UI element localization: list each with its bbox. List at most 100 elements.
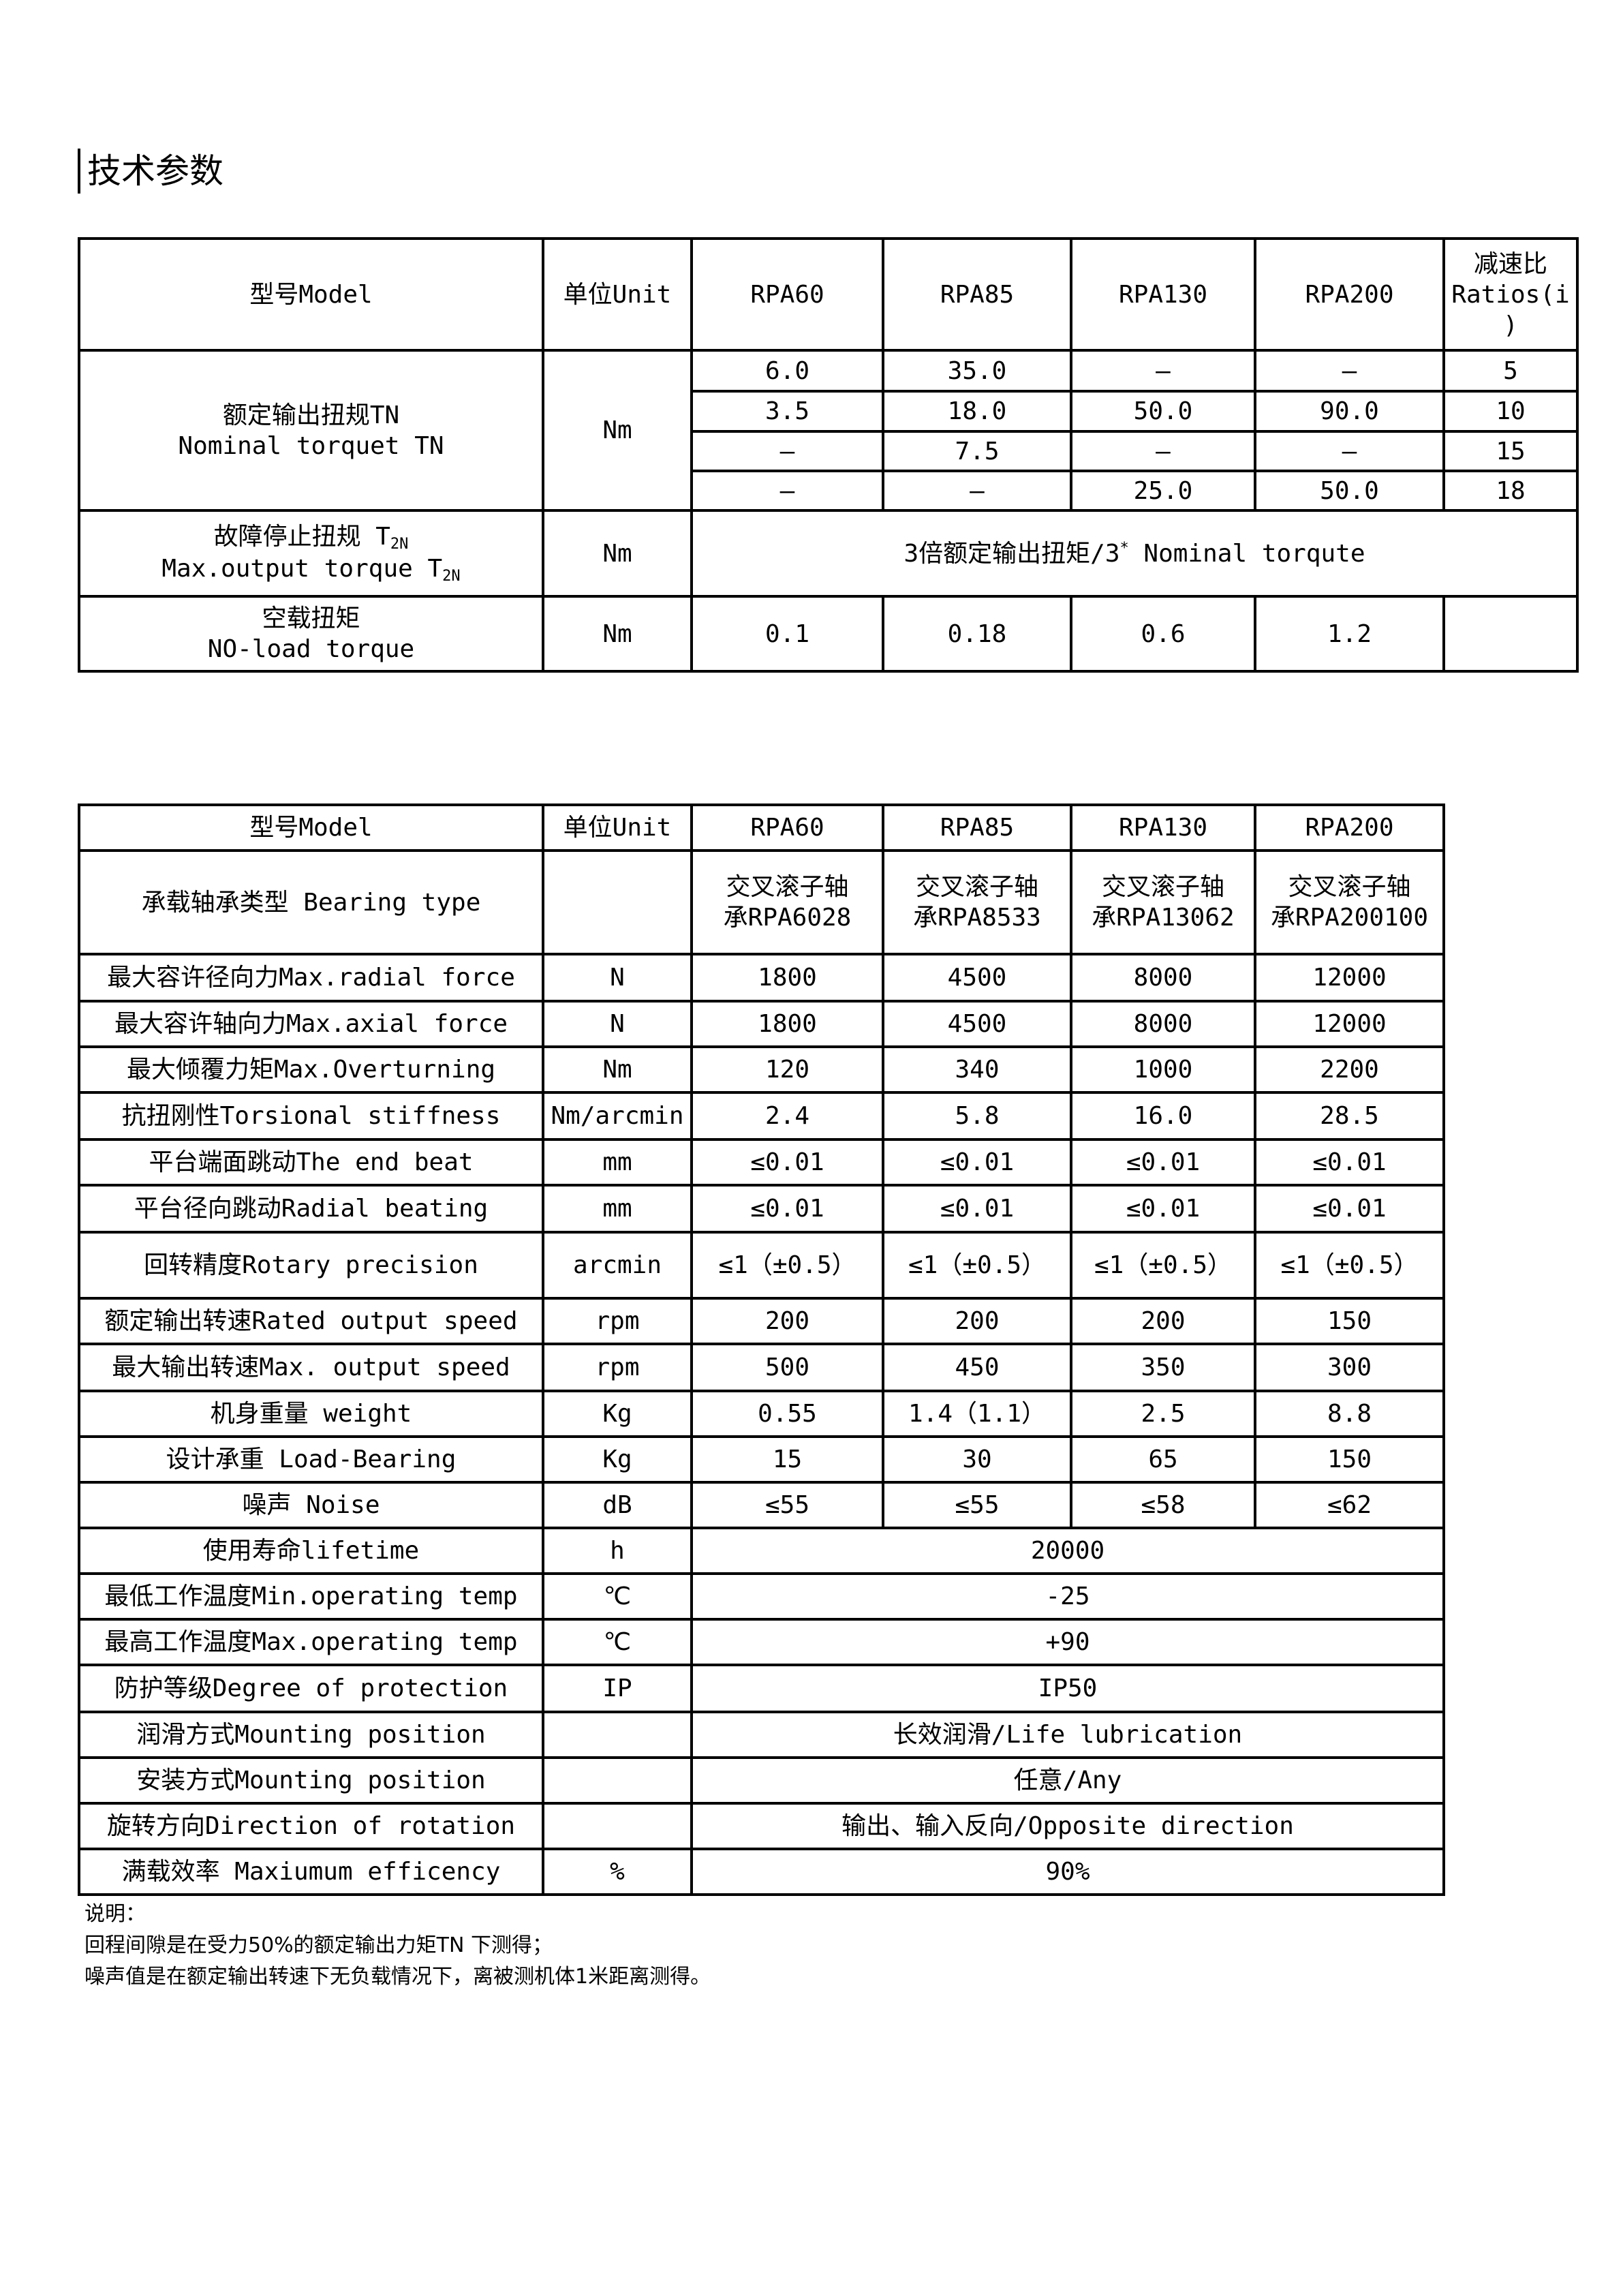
row-label: 最低工作温度Min.operating temp xyxy=(78,1572,544,1621)
value-cell: ≤0.01 xyxy=(1070,1184,1256,1234)
value-cell: ≤1（±0.5） xyxy=(690,1231,884,1300)
value-cell: 65 xyxy=(1070,1435,1256,1484)
label-en: NO-load torque xyxy=(207,635,415,663)
table-row: 故障停止扭规 T2N Max.output torque T2N Nm 3倍额定… xyxy=(78,509,1579,598)
ratio-cell: 18 xyxy=(1442,470,1579,512)
value-line: 交叉滚子轴 xyxy=(1288,873,1411,901)
unit-cell: N xyxy=(542,953,693,1002)
value-cell: — xyxy=(882,470,1072,512)
header-model-name: RPA200 xyxy=(1254,237,1445,352)
value-line: 交叉滚子轴 xyxy=(1101,873,1224,901)
value-cell: ≤0.01 xyxy=(1254,1138,1445,1187)
row-label: 最高工作温度Max.operating temp xyxy=(78,1618,544,1666)
header-model-name: RPA85 xyxy=(882,803,1072,852)
table-row: 安装方式Mounting position 任意/Any xyxy=(78,1756,1445,1805)
unit-cell: Nm xyxy=(542,595,693,673)
table-row: 最高工作温度Max.operating temp ℃ +90 xyxy=(78,1618,1445,1666)
merged-value-cell: IP50 xyxy=(690,1664,1445,1713)
ratio-cell xyxy=(1442,595,1579,673)
merged-value-cell: 任意/Any xyxy=(690,1756,1445,1805)
row-label: 旋转方向Direction of rotation xyxy=(78,1802,544,1850)
value-cell: 500 xyxy=(690,1343,884,1392)
table-row: 回转精度Rotary precision arcmin ≤1（±0.5） ≤1（±0.… xyxy=(78,1231,1445,1300)
value-cell: 6.0 xyxy=(690,349,884,393)
value-cell: 4500 xyxy=(882,953,1072,1002)
value-cell: 1000 xyxy=(1070,1045,1256,1094)
label-cn: 故障停止扭规 T xyxy=(213,522,390,551)
table-row: 最低工作温度Min.operating temp ℃ -25 xyxy=(78,1572,1445,1621)
torque-spec-table: 型号Model 单位Unit RPA60 RPA85 RPA130 RPA200… xyxy=(78,237,1579,673)
unit-cell: IP xyxy=(542,1664,693,1713)
row-label: 最大容许轴向力Max.axial force xyxy=(78,1000,544,1048)
table-row: 设计承重 Load-Bearing Kg 15 30 65 150 xyxy=(78,1435,1445,1484)
value-cell: 28.5 xyxy=(1254,1091,1445,1141)
table-row: — 7.5 — — 15 xyxy=(79,430,1579,472)
label-cn: 空载扭矩 xyxy=(262,604,360,632)
value-cell: — xyxy=(1070,430,1256,472)
value-cell: 8.8 xyxy=(1254,1390,1445,1438)
table-row: 润滑方式Mounting position 长效润滑/Life lubricati… xyxy=(78,1711,1445,1759)
bearing-type-label: 承载轴承类型 Bearing type xyxy=(78,849,544,955)
value-cell: 350 xyxy=(1070,1343,1256,1392)
table-row: 噪声 Noise dB ≤55 ≤55 ≤58 ≤62 xyxy=(78,1481,1445,1529)
unit-cell: ℃ xyxy=(542,1572,693,1621)
value-cell: — xyxy=(1254,430,1445,472)
table-row: 平台端面跳动The end beat mm ≤0.01 ≤0.01 ≤0.01 ≤0.01 xyxy=(78,1138,1445,1187)
value-cell: ≤0.01 xyxy=(882,1184,1072,1234)
unit-cell: Nm xyxy=(542,509,693,598)
header-ratio: 减速比 Ratios(i ) xyxy=(1442,237,1579,352)
page-title: 技术参数 xyxy=(78,149,223,194)
label-en: Max.output torque T xyxy=(161,555,443,583)
label-cn: 额定输出扭规TN xyxy=(222,401,400,429)
unit-cell xyxy=(542,1711,693,1759)
max-torque-label: 故障停止扭规 T2N Max.output torque T2N xyxy=(78,509,544,598)
value-line: 承RPA200100 xyxy=(1270,904,1429,932)
value-line: 交叉滚子轴 xyxy=(726,873,849,901)
value-cell: 8000 xyxy=(1070,1000,1256,1048)
unit-cell: Kg xyxy=(542,1435,693,1484)
value-cell: 3.5 xyxy=(690,390,884,433)
unit-cell xyxy=(542,1756,693,1805)
value-cell: — xyxy=(1254,349,1445,393)
value-cell: 12000 xyxy=(1254,953,1445,1002)
table-row: 平台径向跳动Radial beating mm ≤0.01 ≤0.01 ≤0.01 ≤0.… xyxy=(78,1184,1445,1234)
row-label: 最大倾覆力矩Max.Overturning xyxy=(78,1045,544,1094)
unit-cell: Kg xyxy=(542,1390,693,1438)
value-text-tail: Nominal torqute xyxy=(1128,539,1365,568)
unit-cell: dB xyxy=(542,1481,693,1529)
row-label: 满载效率 Maxiumum efficency xyxy=(78,1848,544,1896)
table-row: 满载效率 Maxiumum efficency% 90% xyxy=(78,1848,1445,1896)
value-cell: ≤0.01 xyxy=(882,1138,1072,1187)
table-header-row: 型号Model 单位Unit RPA60 RPA85 RPA130 RPA200 xyxy=(78,803,1445,852)
unit-cell: mm xyxy=(542,1138,693,1187)
row-label: 平台径向跳动Radial beating xyxy=(78,1184,544,1234)
notes-heading: 说明： xyxy=(84,1902,146,1926)
row-label: 设计承重 Load-Bearing xyxy=(78,1435,544,1484)
row-label: 额定输出转速Rated output speed xyxy=(78,1297,544,1345)
value-cell: 2.5 xyxy=(1070,1390,1256,1438)
value-cell: 0.1 xyxy=(690,595,884,673)
table-row: — — 25.0 50.0 18 xyxy=(79,470,1579,512)
no-load-label: 空载扭矩 NO-load torque xyxy=(78,595,544,673)
ratio-label-cn: 减速比 xyxy=(1473,249,1547,278)
unit-cell xyxy=(542,849,693,955)
value-cell: 1800 xyxy=(690,1000,884,1048)
header-unit: 单位Unit xyxy=(542,237,693,352)
value-cell: ≤1（±0.5） xyxy=(1254,1231,1445,1300)
row-label: 噪声 Noise xyxy=(78,1481,544,1529)
value-cell: 15 xyxy=(690,1435,884,1484)
value-cell: 0.18 xyxy=(882,595,1072,673)
header-model-name: RPA200 xyxy=(1254,803,1445,852)
row-label: 润滑方式Mounting position xyxy=(78,1711,544,1759)
header-model-name: RPA60 xyxy=(690,803,884,852)
row-label: 抗扭刚性Torsional stiffness xyxy=(78,1091,544,1141)
value-cell: 7.5 xyxy=(882,430,1072,472)
unit-cell: arcmin xyxy=(542,1231,693,1300)
value-cell: 2.4 xyxy=(690,1091,884,1141)
merged-value-cell: +90 xyxy=(690,1618,1445,1666)
note-line: 噪声值是在额定输出转速下无负载情况下，离被测机体1米距离测得。 xyxy=(84,1965,711,1989)
value-cell: 50.0 xyxy=(1254,470,1445,512)
value-cell: ≤1（±0.5） xyxy=(882,1231,1072,1300)
table-row: 3.5 18.0 50.0 90.0 10 xyxy=(79,390,1579,433)
value-cell: 450 xyxy=(882,1343,1072,1392)
